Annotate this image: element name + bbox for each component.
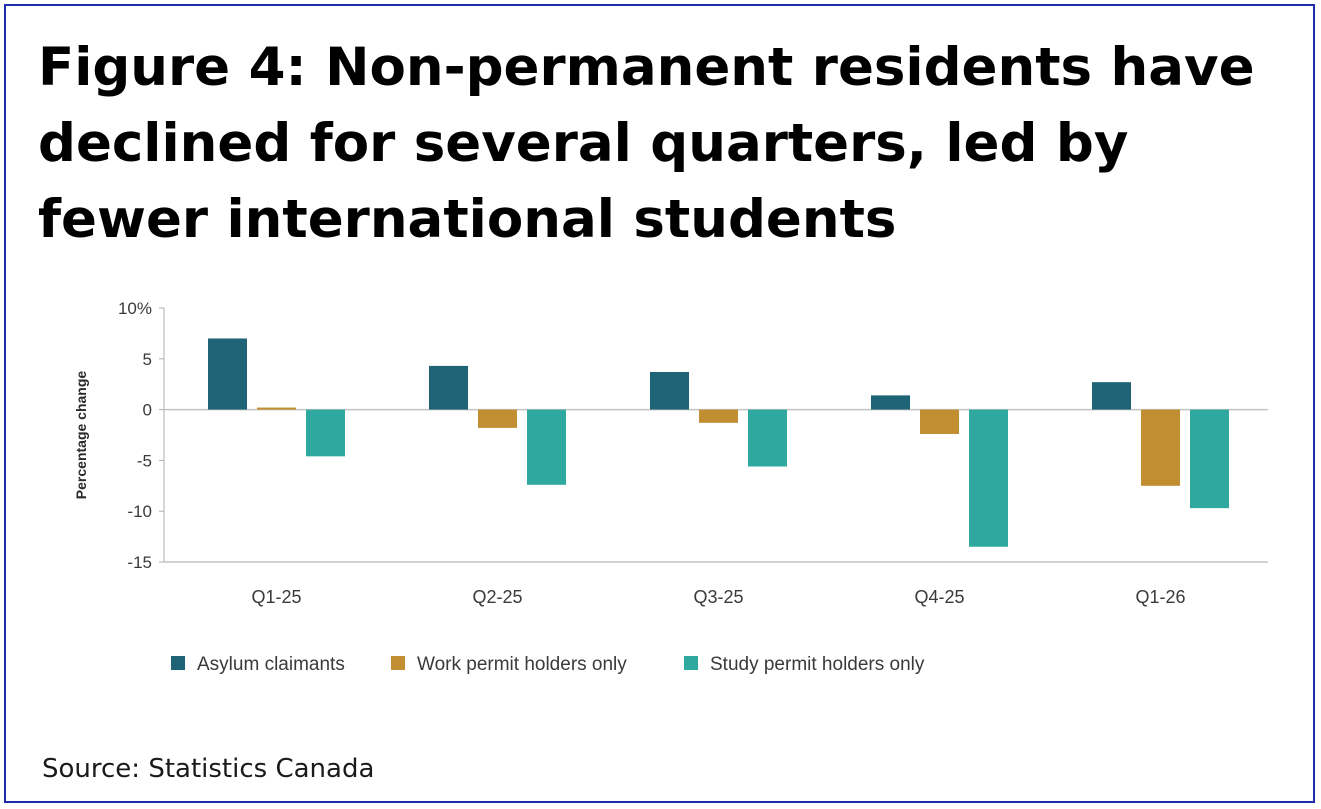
y-tick-label: 5: [143, 350, 152, 369]
y-tick-label: 10%: [118, 299, 152, 318]
bar: [969, 409, 1008, 547]
source-note: Source: Statistics Canada: [42, 754, 375, 784]
y-tick-label: -15: [127, 553, 152, 572]
bar: [920, 409, 959, 434]
y-axis-title: Percentage change: [73, 371, 89, 500]
bar: [1092, 382, 1131, 410]
y-tick-label: -5: [137, 451, 152, 470]
bar: [478, 409, 517, 428]
bar: [208, 338, 247, 410]
bar: [1141, 409, 1180, 486]
bar: [306, 409, 345, 457]
legend-label: Work permit holders only: [417, 654, 627, 675]
bar: [1190, 409, 1229, 509]
legend-label: Asylum claimants: [197, 654, 345, 675]
x-tick-label: Q3-25: [693, 587, 743, 607]
legend-label: Study permit holders only: [710, 654, 925, 675]
bar: [527, 409, 566, 485]
x-tick-label: Q1-26: [1135, 587, 1185, 607]
legend-swatch: [171, 656, 185, 670]
legend-swatch: [684, 656, 698, 670]
bar: [257, 407, 296, 410]
bar: [871, 395, 910, 410]
figure-title: Figure 4: Non-permanent residents have d…: [38, 37, 1255, 250]
chart-bars: [208, 338, 1229, 547]
x-tick-label: Q4-25: [914, 587, 964, 607]
bar: [429, 365, 468, 410]
chart-axes: 10% 5 0 -5 -10 -15 Percentage change Q1-25 Q2-25…: [73, 299, 1268, 607]
bar: [699, 409, 738, 423]
x-tick-label: Q1-25: [251, 587, 301, 607]
chart-legend: Asylum claimants Work permit holders only…: [171, 654, 925, 675]
bar: [650, 372, 689, 410]
y-tick-label: 0: [143, 401, 152, 420]
x-tick-label: Q2-25: [472, 587, 522, 607]
y-tick-label: -10: [127, 502, 152, 521]
bar: [748, 409, 787, 467]
bar-chart: 10% 5 0 -5 -10 -15 Percentage change Q1-25 Q2-25…: [73, 299, 1268, 675]
figure-frame: Figure 4: Non-permanent residents have d…: [4, 4, 1315, 803]
legend-swatch: [391, 656, 405, 670]
